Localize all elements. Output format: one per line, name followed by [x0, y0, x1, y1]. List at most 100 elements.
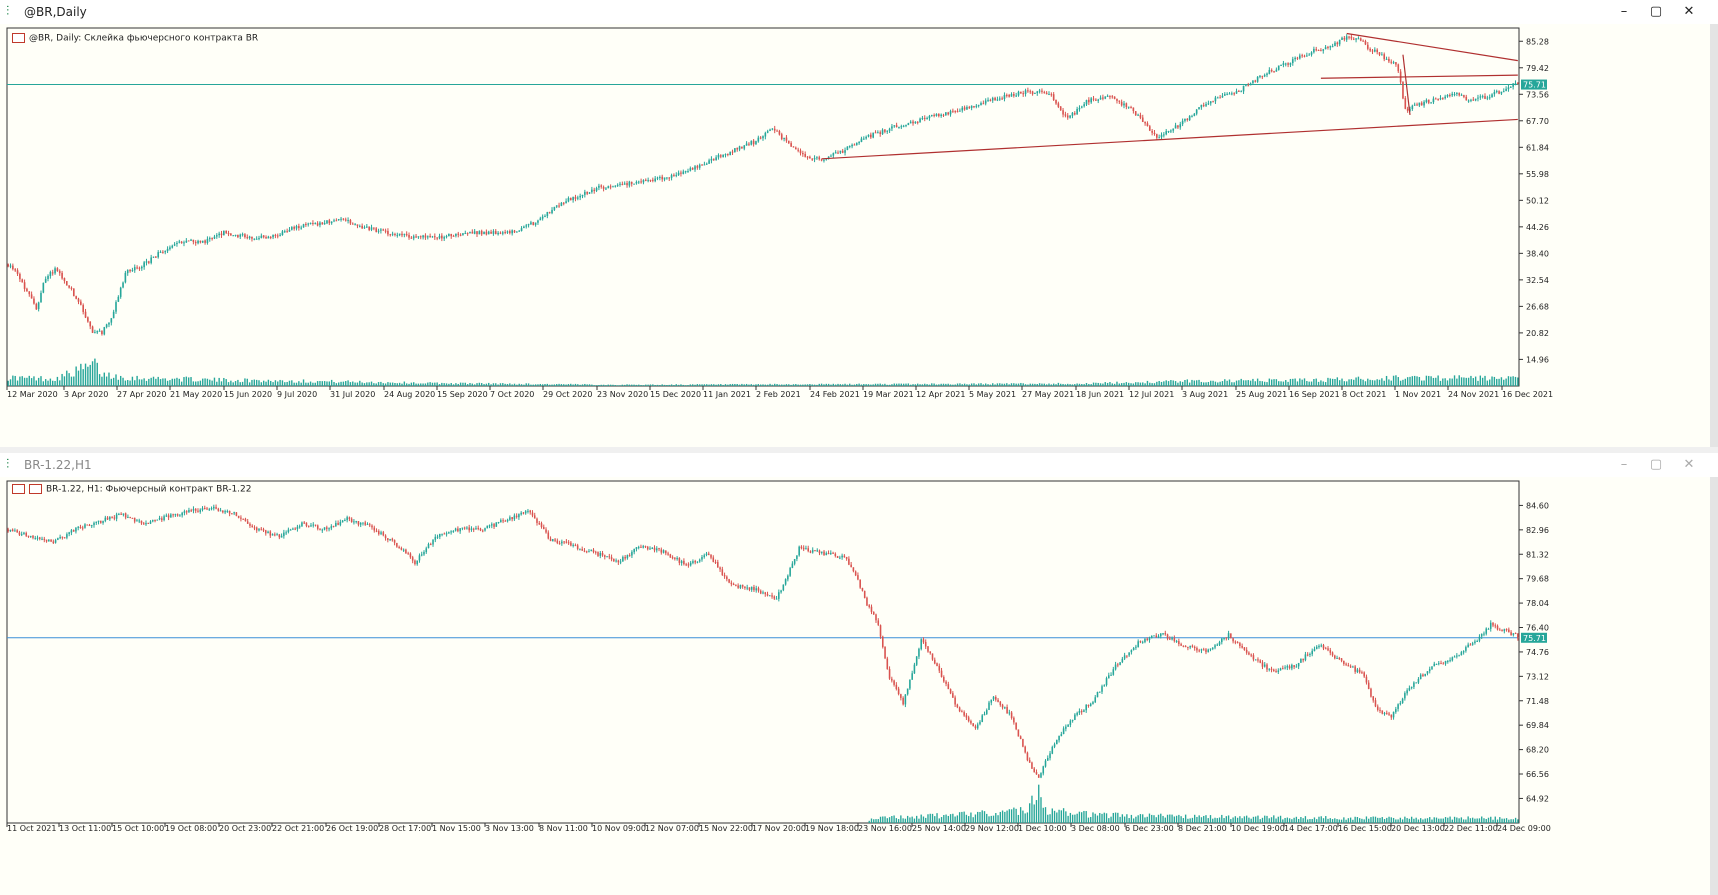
candle-body	[1249, 83, 1252, 86]
candle-body	[368, 524, 371, 526]
candle-body	[933, 114, 935, 117]
candle-body	[721, 569, 724, 575]
candle-body	[1463, 95, 1465, 97]
vertical-scrollbar[interactable]	[1710, 477, 1718, 895]
chart-window-h1[interactable]: ⫶ BR-1.22,H1 – ▢ ✕ 84.60 82.96 81.32 79.68 7…	[0, 453, 1718, 895]
candle-body	[375, 228, 378, 232]
vertical-scrollbar[interactable]	[1710, 24, 1718, 447]
candle-body	[1062, 110, 1064, 115]
candle-body	[192, 508, 195, 511]
candle-body	[562, 202, 565, 204]
candle-body	[1105, 678, 1108, 686]
close-button[interactable]: ✕	[1683, 4, 1695, 19]
candle-body	[601, 553, 604, 556]
candle-body	[741, 584, 744, 587]
candle-body	[384, 535, 387, 539]
candle-body	[1067, 724, 1069, 727]
candle-body	[1163, 134, 1165, 136]
candle-body	[805, 548, 807, 550]
candle-body	[140, 520, 143, 524]
candle-body	[956, 111, 959, 113]
y-tick-label: 61.84	[1526, 143, 1549, 152]
candle-body	[644, 546, 647, 548]
chart-daily[interactable]: 85.28 79.42 73.56 67.70 61.84 55.98 50.12 44.26…	[0, 24, 1718, 447]
candle-body	[1198, 107, 1200, 110]
candle-body	[823, 551, 825, 556]
chart-h1[interactable]: 84.60 82.96 81.32 79.68 78.04 76.40 74.76 73.12…	[0, 477, 1718, 895]
candle-body	[486, 525, 489, 529]
candle-body	[1243, 647, 1246, 650]
candle-body	[136, 520, 138, 522]
candle-body	[719, 155, 722, 157]
candle-body	[1028, 760, 1031, 763]
candle-body	[924, 642, 927, 647]
candle-body	[1507, 87, 1510, 90]
x-tick-label: 7 Oct 2020	[490, 390, 534, 399]
candle-body	[1277, 670, 1280, 673]
candle-body	[494, 231, 497, 235]
candle-body	[1431, 666, 1433, 670]
candle-body	[1469, 644, 1472, 646]
candle-body	[27, 535, 30, 537]
x-tick-label: 12 Nov 07:00	[645, 824, 699, 833]
candle-body	[949, 689, 952, 694]
candle-body	[952, 110, 954, 112]
candle-body	[269, 531, 272, 536]
candle-body	[239, 234, 242, 237]
maximize-button[interactable]: ▢	[1649, 4, 1663, 19]
candle-body	[1362, 40, 1364, 42]
candle-body	[267, 531, 269, 534]
close-button[interactable]: ✕	[1683, 457, 1695, 472]
current-price-label: 75.71	[1523, 81, 1546, 90]
candle-body	[1005, 94, 1008, 96]
candle-body	[380, 229, 382, 231]
candle-body	[1416, 104, 1418, 106]
candle-body	[1420, 102, 1423, 106]
minimize-button[interactable]: –	[1620, 457, 1628, 472]
candle-body	[768, 595, 771, 597]
candle-body	[1467, 644, 1469, 648]
candle-body	[298, 226, 300, 229]
window-titlebar[interactable]: ⫶ @BR,Daily – ▢ ✕	[0, 0, 1718, 24]
candle-body	[640, 546, 642, 548]
candle-body	[287, 529, 290, 533]
candle-body	[429, 235, 431, 238]
candle-body	[1266, 664, 1268, 670]
chart-window-daily[interactable]: ⫶ @BR,Daily – ▢ ✕ 85.28 79.42 73.56 67.70 61…	[0, 0, 1718, 447]
candle-body	[90, 525, 93, 527]
candle-body	[802, 547, 805, 550]
candle-body	[922, 639, 925, 643]
candle-body	[151, 520, 154, 522]
candle-body	[649, 548, 651, 550]
candle-body	[197, 240, 199, 244]
candle-body	[1245, 649, 1248, 653]
candle-body	[963, 712, 965, 716]
candle-body	[707, 553, 710, 556]
candle-body	[637, 546, 640, 548]
candle-body	[1087, 705, 1090, 707]
candle-body	[271, 534, 274, 536]
candle-body	[1053, 744, 1056, 747]
candle-body	[741, 146, 743, 149]
candle-body	[1451, 657, 1454, 661]
candle-body	[1123, 103, 1125, 106]
candle-body	[1146, 638, 1149, 640]
candle-body	[86, 524, 89, 526]
candle-body	[775, 598, 778, 600]
y-tick-label: 68.20	[1526, 746, 1549, 755]
x-tick-label: 9 Jul 2020	[277, 390, 317, 399]
candle-body	[615, 560, 617, 562]
maximize-button[interactable]: ▢	[1649, 457, 1663, 472]
candle-body	[1187, 646, 1189, 648]
candle-body	[816, 550, 819, 552]
candle-body	[495, 522, 498, 527]
candle-body	[949, 111, 952, 115]
minimize-button[interactable]: –	[1620, 4, 1628, 19]
candle-body	[717, 562, 719, 568]
candle-body	[165, 515, 168, 517]
candle-body	[547, 532, 550, 539]
candle-body	[432, 539, 434, 545]
candle-body	[1392, 62, 1395, 64]
candle-body	[1148, 126, 1151, 131]
window-titlebar[interactable]: ⫶ BR-1.22,H1 – ▢ ✕	[0, 453, 1718, 477]
